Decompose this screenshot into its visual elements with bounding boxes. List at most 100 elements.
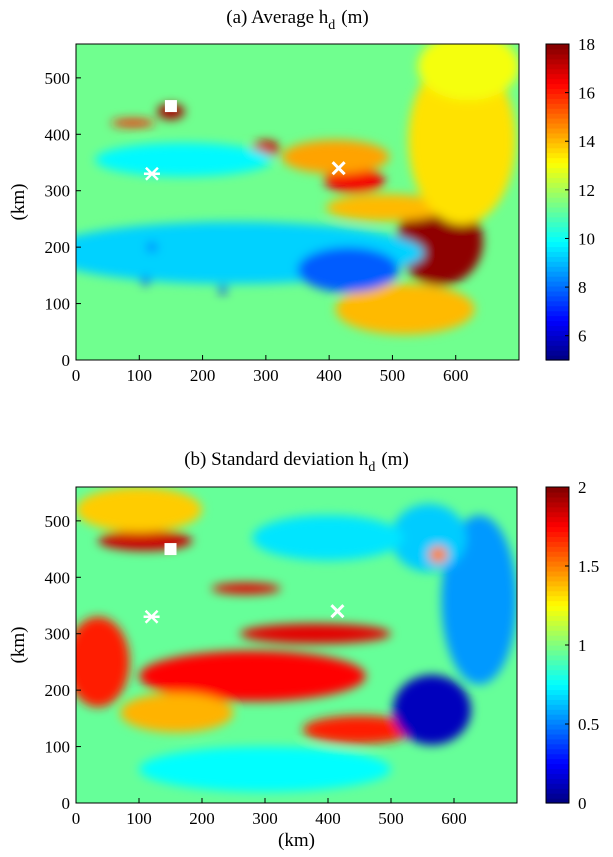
colorbar-segment — [546, 570, 569, 577]
colorbar-segment — [546, 595, 569, 602]
colorbar-segment — [546, 496, 569, 503]
colorbar-segment — [546, 123, 569, 129]
colorbar-segment — [546, 58, 569, 65]
colorbar-segment — [546, 709, 569, 715]
y-tick-label: 0 — [62, 351, 71, 370]
heatmap-feature — [98, 530, 193, 551]
heatmap-feature — [428, 546, 448, 564]
heatmap-feature — [325, 194, 447, 222]
cross-marker — [330, 604, 345, 619]
colorbar-segment — [546, 127, 569, 134]
colorbar-segment — [546, 216, 569, 223]
colorbar-segment — [546, 231, 569, 238]
heatmap-feature — [120, 692, 234, 733]
x-tick-label: 100 — [127, 366, 153, 385]
colorbar-segment — [546, 73, 569, 80]
colorbar-segment — [546, 511, 569, 518]
colorbar-segment — [546, 147, 569, 154]
colorbar-segment — [546, 719, 569, 725]
x-tick-label: 200 — [190, 366, 216, 385]
colorbar-segment — [546, 48, 569, 55]
colorbar-segment — [546, 536, 569, 542]
chart-title: (a) Average hd (m) — [226, 7, 368, 33]
colorbar-segment — [546, 88, 569, 94]
heatmap-field — [76, 487, 517, 803]
colorbar-segment — [546, 290, 569, 297]
y-tick-label: 200 — [45, 681, 71, 700]
y-axis-label: (km) — [8, 627, 29, 664]
colorbar-segment — [546, 694, 569, 700]
colorbar-segment — [546, 724, 569, 730]
colorbar-segment — [546, 733, 569, 740]
colorbar-tick-label: 18 — [578, 35, 595, 54]
colorbar-segment — [546, 561, 569, 567]
colorbar-segment — [546, 310, 569, 317]
colorbar-segment — [546, 202, 569, 208]
colorbar-tick-label: 10 — [578, 229, 595, 248]
colorbar-segment — [546, 659, 569, 666]
colorbar-segment — [546, 753, 569, 760]
x-tick-label: 600 — [441, 809, 467, 828]
colorbar-segment — [546, 674, 569, 681]
colorbar-tick-label: 14 — [578, 132, 596, 151]
x-axis-label: (km) — [278, 830, 315, 851]
panel-b: (b) Standard deviation hd (m)0 100 200 300 40… — [8, 449, 599, 851]
colorbar-segment — [546, 142, 569, 149]
y-tick-label: 200 — [45, 238, 71, 257]
colorbar-segment — [546, 580, 569, 587]
colorbar-segment — [546, 610, 569, 616]
colorbar-segment — [546, 157, 569, 164]
colorbar-segment — [546, 271, 569, 277]
colorbar-segment — [546, 798, 569, 804]
colorbar-segment — [546, 335, 569, 341]
chart-title-subscript: d — [368, 460, 375, 475]
colorbar-segment — [546, 103, 569, 109]
colorbar-segment — [546, 585, 569, 592]
heatmap-feature — [252, 515, 404, 561]
colorbar-segment — [546, 305, 569, 312]
colorbar-segment — [546, 78, 569, 85]
colorbar-segment — [546, 645, 569, 651]
colorbar-segment — [546, 501, 569, 508]
x-tick-label: 600 — [443, 366, 469, 385]
heatmap-feature — [146, 242, 158, 252]
colorbar-segment — [546, 600, 569, 607]
colorbar-segment — [546, 768, 569, 774]
heatmap-feature — [281, 139, 390, 174]
colorbar-segment — [546, 669, 569, 676]
colorbar-segment — [546, 521, 569, 528]
colorbar-tick-label: 12 — [578, 181, 595, 200]
y-tick-label: 500 — [45, 69, 71, 88]
x-tick-label: 400 — [315, 809, 341, 828]
y-tick-label: 100 — [45, 738, 71, 757]
colorbar-segment — [546, 192, 569, 198]
colorbar-segment — [546, 53, 569, 60]
colorbar-segment — [546, 98, 569, 104]
colorbar-segment — [546, 63, 569, 70]
colorbar-segment — [546, 162, 569, 169]
colorbar: 6 8 10 12 14 16 18 — [545, 35, 596, 361]
colorbar-segment — [546, 487, 569, 493]
axes-frame — [75, 43, 520, 361]
colorbar-segment — [546, 531, 569, 537]
colorbar-segment — [546, 679, 569, 686]
y-axis-label: (km) — [8, 184, 29, 221]
colorbar-segment — [546, 325, 569, 331]
colorbar-segment — [546, 295, 569, 302]
colorbar-frame — [545, 43, 570, 361]
heatmap-feature — [297, 247, 399, 293]
asterisk-marker — [143, 609, 160, 624]
colorbar-segment — [546, 300, 569, 307]
colorbar-segment — [546, 635, 569, 641]
colorbar-segment — [546, 285, 569, 292]
colorbar-segment — [546, 506, 569, 513]
heatmap-feature — [408, 55, 516, 225]
colorbar-segment — [546, 68, 569, 75]
colorbar-segment — [546, 758, 569, 765]
x-tick-label: 500 — [380, 366, 406, 385]
heatmap-feature — [139, 746, 391, 792]
heatmap-feature — [417, 44, 519, 101]
colorbar: 0 0.5 1 1.5 2 — [545, 478, 599, 813]
colorbar-segment — [546, 345, 569, 351]
